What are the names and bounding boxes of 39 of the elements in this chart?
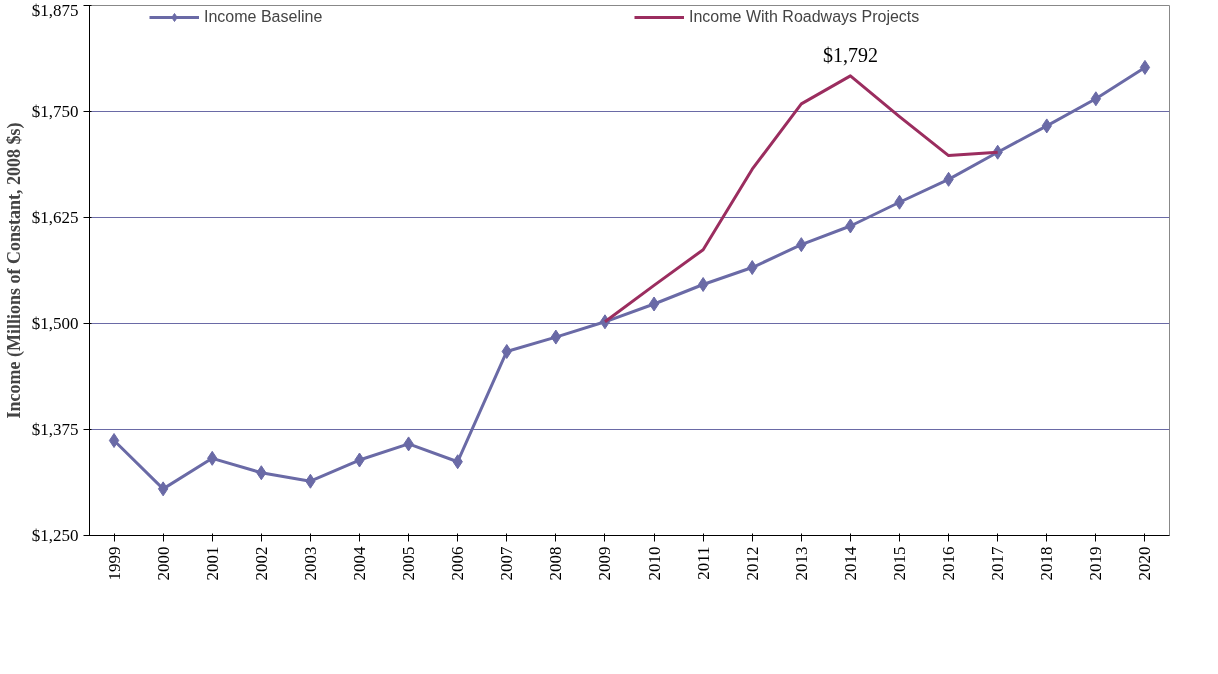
point <box>157 481 169 497</box>
x-tick-label: 2002 <box>251 546 271 581</box>
x-tick-label: 2009 <box>595 546 615 581</box>
point <box>648 296 660 312</box>
annotation: $1,792 <box>822 43 878 66</box>
x-tick-label: 2010 <box>644 546 664 581</box>
x-tick-label: 2012 <box>742 546 762 581</box>
x-tick-label: 2013 <box>791 546 811 581</box>
y-tick-label: $1,875 <box>31 0 79 20</box>
x-tick-label: 2019 <box>1086 546 1106 581</box>
x-tick-label: 2000 <box>153 546 173 581</box>
x-tick-label: 1999 <box>104 546 124 581</box>
x-tick-label: 2004 <box>350 546 369 581</box>
point <box>108 433 120 449</box>
y-tick-label: $1,375 <box>31 420 79 439</box>
x-tick-label: 2006 <box>448 546 468 581</box>
x-tick-label: 2020 <box>1135 546 1155 581</box>
x-tick-label: 2014 <box>840 546 860 581</box>
point <box>697 276 709 292</box>
x-tick-label: 2016 <box>939 546 959 581</box>
legend-label: Income Baseline <box>204 8 324 26</box>
x-tick-label: 2003 <box>300 546 320 581</box>
y-tick-label: $1,250 <box>31 526 79 545</box>
x-tick-label: 2001 <box>202 546 222 581</box>
y-axis-title: Income (Millions of Constant, 2008 $s) <box>3 122 25 419</box>
point <box>1139 59 1151 75</box>
y-tick-label: $1,500 <box>31 314 79 333</box>
x-tick-label: 2008 <box>546 546 566 581</box>
y-tick-label: $1,625 <box>31 208 79 227</box>
point <box>1090 91 1102 107</box>
x-tick-label: 2007 <box>497 546 517 581</box>
point <box>550 329 562 345</box>
x-tick-label: 2015 <box>890 546 909 581</box>
x-tick-label: 2017 <box>988 546 1008 581</box>
x-tick-label: 2005 <box>399 546 419 581</box>
x-tick-label: 2018 <box>1037 546 1057 581</box>
x-tick-label: 2011 <box>693 546 713 580</box>
y-tick-label: $1,750 <box>31 102 79 121</box>
legend-label: Income With Roadways Projects <box>689 8 921 26</box>
